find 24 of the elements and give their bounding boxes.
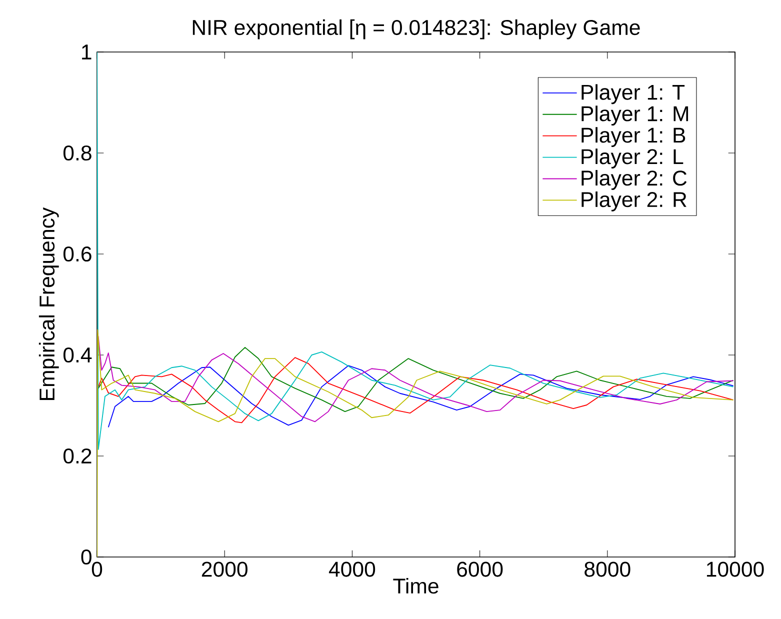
legend-label: Player 1: T [582, 84, 685, 104]
line-series [108, 365, 734, 428]
legend-label: Player 1: M [582, 106, 688, 126]
x-tick-label: 6000 [457, 562, 503, 577]
x-tick-label: 2000 [202, 562, 248, 577]
x-axis-title: Time [393, 578, 438, 594]
legend-label: Player 2: R [582, 191, 686, 212]
x-tick-label: 0 [92, 562, 102, 577]
y-tick-label: 0.4 [63, 347, 92, 363]
y-axis-title: Empirical Frequency [38, 207, 59, 400]
x-tick-label: 8000 [584, 562, 630, 577]
chart-title: NIR exponential [η = 0.014823]: Shapley Game [192, 19, 640, 40]
line-series [97, 357, 734, 424]
y-tick-label: 0.6 [63, 246, 92, 262]
legend-label: Player 2: C [582, 170, 687, 190]
y-tick-label: 0.8 [63, 145, 92, 161]
line-series [97, 346, 734, 412]
legend-label: Player 2: L [582, 148, 684, 168]
y-tick-label: 0 [81, 549, 92, 565]
y-tick-label: 1 [82, 44, 92, 60]
x-tick-label: 10000 [706, 562, 764, 577]
legend-label: Player 1: B [582, 127, 686, 147]
x-tick-label: 4000 [328, 562, 376, 577]
y-tick-label: 0.2 [63, 448, 92, 464]
